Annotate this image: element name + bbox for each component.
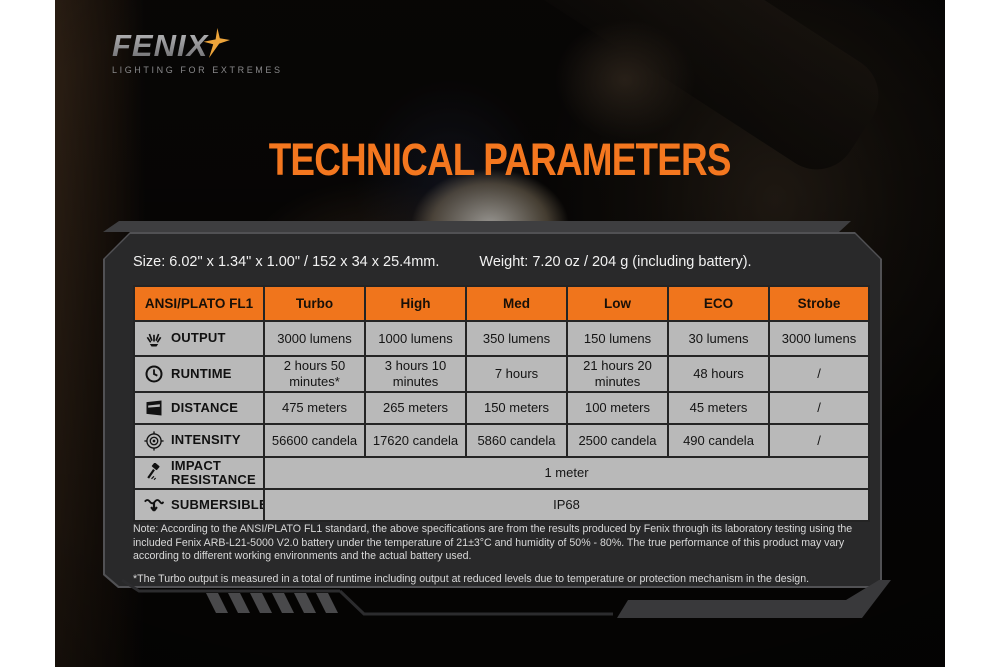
row-label: RUNTIME — [171, 365, 232, 381]
size-text: Size: 6.02" x 1.34" x 1.00" / 152 x 34 x… — [133, 254, 440, 270]
column-header: High — [364, 285, 467, 322]
spec-cell: 265 meters — [364, 391, 467, 425]
table-row-intensity: INTENSITY 56600 candela 17620 candela 58… — [133, 423, 870, 458]
weight-text: Weight: 7.20 oz / 204 g (including batte… — [479, 254, 752, 270]
column-header: ECO — [667, 285, 770, 322]
table-header-row: ANSI/PLATO FL1 Turbo High Med Low ECO St… — [133, 285, 870, 322]
spec-cell: 3 hours 10 minutes — [364, 355, 467, 393]
row-label: INTENSITY — [171, 432, 241, 448]
row-label: IMPACT RESISTANCE — [171, 457, 256, 487]
spec-cell: 1000 lumens — [364, 320, 467, 357]
impact-hammer-icon — [147, 463, 160, 481]
brand-name: FENIX — [112, 30, 262, 61]
row-label: DISTANCE — [171, 399, 239, 415]
spec-cell: 2 hours 50 minutes* — [263, 355, 366, 393]
column-header: Turbo — [263, 285, 366, 322]
panel-top-accent-bar — [103, 221, 851, 232]
spec-cell: 2500 candela — [566, 423, 669, 458]
column-header: Low — [566, 285, 669, 322]
spec-cell: 17620 candela — [364, 423, 467, 458]
spec-cell: 21 hours 20 minutes — [566, 355, 669, 393]
beam-distance-icon — [146, 400, 162, 416]
column-header: Med — [465, 285, 568, 322]
row-label: OUTPUT — [171, 330, 226, 346]
spec-cell: 150 meters — [465, 391, 568, 425]
light-output-icon — [146, 333, 162, 346]
bottom-deco-line — [121, 578, 891, 618]
note-turbo: *The Turbo output is measured in a total… — [133, 572, 810, 585]
bottom-deco-bar — [617, 580, 891, 618]
spec-cell-merged: IP68 — [263, 488, 870, 522]
spec-cell: 5860 candela — [465, 423, 568, 458]
column-header: ANSI/PLATO FL1 — [133, 285, 265, 322]
table-row-output: OUTPUT 3000 lumens 1000 lumens 350 lumen… — [133, 320, 870, 357]
hazard-stripes — [206, 593, 338, 613]
spec-cell: 30 lumens — [667, 320, 770, 357]
clock-icon — [145, 365, 163, 383]
spec-cell: 3000 lumens — [263, 320, 366, 357]
row-label: SUBMERSIBLE — [171, 496, 264, 512]
note-ansi: Note: According to the ANSI/PLATO FL1 st… — [133, 523, 853, 563]
submersible-icon — [144, 499, 164, 512]
spec-cell: / — [768, 391, 870, 425]
brand-tagline: LIGHTING FOR EXTREMES — [112, 65, 283, 75]
dimensions-line: Size: 6.02" x 1.34" x 1.00" / 152 x 34 x… — [133, 254, 870, 270]
spec-cell: 490 candela — [667, 423, 770, 458]
star-icon — [203, 28, 230, 58]
photo-glove — [555, 20, 695, 140]
table-row-submersible: SUBMERSIBLE IP68 — [133, 488, 870, 522]
spec-cell: 48 hours — [667, 355, 770, 393]
spec-cell: 45 meters — [667, 391, 770, 425]
spec-cell: 100 meters — [566, 391, 669, 425]
footnotes: Note: According to the ANSI/PLATO FL1 st… — [133, 523, 872, 586]
intensity-target-icon — [144, 430, 164, 451]
spec-cell: 3000 lumens — [768, 320, 870, 357]
table-row-impact: IMPACT RESISTANCE 1 meter — [133, 456, 870, 490]
spec-table: ANSI/PLATO FL1 Turbo High Med Low ECO St… — [133, 285, 870, 522]
spec-cell: 475 meters — [263, 391, 366, 425]
spec-cell-merged: 1 meter — [263, 456, 870, 490]
spec-cell: / — [768, 355, 870, 393]
spec-cell: 350 lumens — [465, 320, 568, 357]
spec-cell: 56600 candela — [263, 423, 366, 458]
column-header: Strobe — [768, 285, 870, 322]
spec-cell: 150 lumens — [566, 320, 669, 357]
page-title: TECHNICAL PARAMETERS — [269, 134, 732, 185]
table-row-runtime: RUNTIME 2 hours 50 minutes* 3 hours 10 m… — [133, 355, 870, 393]
fenix-logo: FENIX LIGHTING FOR EXTREMES — [112, 28, 283, 75]
spec-cell: / — [768, 423, 870, 458]
table-row-distance: DISTANCE 475 meters 265 meters 150 meter… — [133, 391, 870, 425]
spec-cell: 7 hours — [465, 355, 568, 393]
